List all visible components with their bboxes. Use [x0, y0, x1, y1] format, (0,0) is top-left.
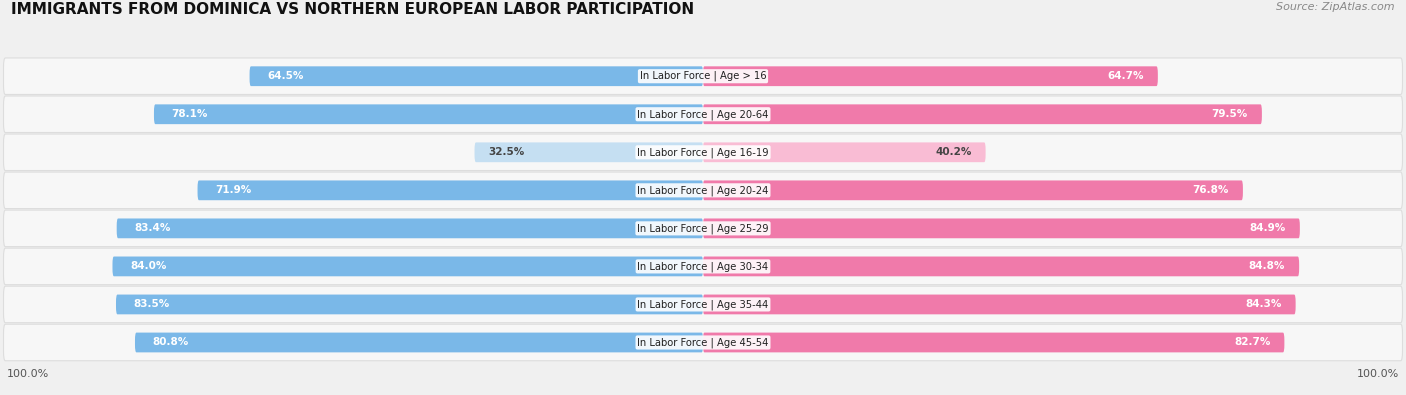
- Text: 64.5%: 64.5%: [267, 71, 304, 81]
- FancyBboxPatch shape: [703, 181, 1243, 200]
- FancyBboxPatch shape: [3, 134, 1403, 171]
- Text: 80.8%: 80.8%: [153, 337, 188, 348]
- FancyBboxPatch shape: [3, 172, 1403, 209]
- Text: 78.1%: 78.1%: [172, 109, 208, 119]
- FancyBboxPatch shape: [155, 104, 703, 124]
- Text: In Labor Force | Age 20-64: In Labor Force | Age 20-64: [637, 109, 769, 120]
- Text: 79.5%: 79.5%: [1212, 109, 1249, 119]
- Text: In Labor Force | Age 45-54: In Labor Force | Age 45-54: [637, 337, 769, 348]
- FancyBboxPatch shape: [112, 256, 703, 276]
- Text: 40.2%: 40.2%: [935, 147, 972, 157]
- Text: 84.3%: 84.3%: [1246, 299, 1282, 309]
- FancyBboxPatch shape: [3, 96, 1403, 132]
- FancyBboxPatch shape: [703, 143, 986, 162]
- Text: In Labor Force | Age 16-19: In Labor Force | Age 16-19: [637, 147, 769, 158]
- Text: 83.5%: 83.5%: [134, 299, 170, 309]
- Text: 83.4%: 83.4%: [134, 223, 170, 233]
- FancyBboxPatch shape: [3, 324, 1403, 361]
- Text: 84.8%: 84.8%: [1249, 261, 1285, 271]
- FancyBboxPatch shape: [135, 333, 703, 352]
- FancyBboxPatch shape: [475, 143, 703, 162]
- Text: In Labor Force | Age 25-29: In Labor Force | Age 25-29: [637, 223, 769, 233]
- Text: IMMIGRANTS FROM DOMINICA VS NORTHERN EUROPEAN LABOR PARTICIPATION: IMMIGRANTS FROM DOMINICA VS NORTHERN EUR…: [11, 2, 695, 17]
- FancyBboxPatch shape: [703, 333, 1285, 352]
- Text: 84.0%: 84.0%: [129, 261, 166, 271]
- FancyBboxPatch shape: [117, 218, 703, 238]
- Text: 64.7%: 64.7%: [1108, 71, 1144, 81]
- FancyBboxPatch shape: [3, 248, 1403, 285]
- Text: In Labor Force | Age 20-24: In Labor Force | Age 20-24: [637, 185, 769, 196]
- FancyBboxPatch shape: [3, 58, 1403, 94]
- Text: 32.5%: 32.5%: [489, 147, 524, 157]
- FancyBboxPatch shape: [3, 286, 1403, 323]
- FancyBboxPatch shape: [197, 181, 703, 200]
- Text: 71.9%: 71.9%: [215, 185, 252, 196]
- FancyBboxPatch shape: [115, 295, 703, 314]
- FancyBboxPatch shape: [3, 210, 1403, 246]
- FancyBboxPatch shape: [703, 295, 1296, 314]
- Text: In Labor Force | Age 30-34: In Labor Force | Age 30-34: [637, 261, 769, 272]
- Text: In Labor Force | Age > 16: In Labor Force | Age > 16: [640, 71, 766, 81]
- FancyBboxPatch shape: [703, 66, 1159, 86]
- Text: 82.7%: 82.7%: [1234, 337, 1271, 348]
- FancyBboxPatch shape: [703, 256, 1299, 276]
- Text: 100.0%: 100.0%: [7, 369, 49, 379]
- FancyBboxPatch shape: [703, 218, 1301, 238]
- Text: Source: ZipAtlas.com: Source: ZipAtlas.com: [1277, 2, 1395, 12]
- FancyBboxPatch shape: [703, 104, 1263, 124]
- Text: In Labor Force | Age 35-44: In Labor Force | Age 35-44: [637, 299, 769, 310]
- FancyBboxPatch shape: [250, 66, 703, 86]
- Text: 100.0%: 100.0%: [1357, 369, 1399, 379]
- Text: 76.8%: 76.8%: [1192, 185, 1229, 196]
- Text: 84.9%: 84.9%: [1250, 223, 1286, 233]
